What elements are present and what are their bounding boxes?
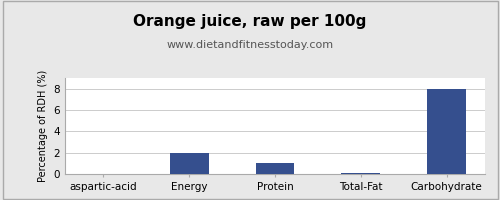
Text: www.dietandfitnesstoday.com: www.dietandfitnesstoday.com	[166, 40, 334, 50]
Y-axis label: Percentage of RDH (%): Percentage of RDH (%)	[38, 70, 48, 182]
Bar	[428, 89, 466, 174]
Bar	[342, 173, 380, 174]
Bar	[256, 163, 294, 174]
Bar	[170, 153, 208, 174]
Text: Orange juice, raw per 100g: Orange juice, raw per 100g	[134, 14, 366, 29]
